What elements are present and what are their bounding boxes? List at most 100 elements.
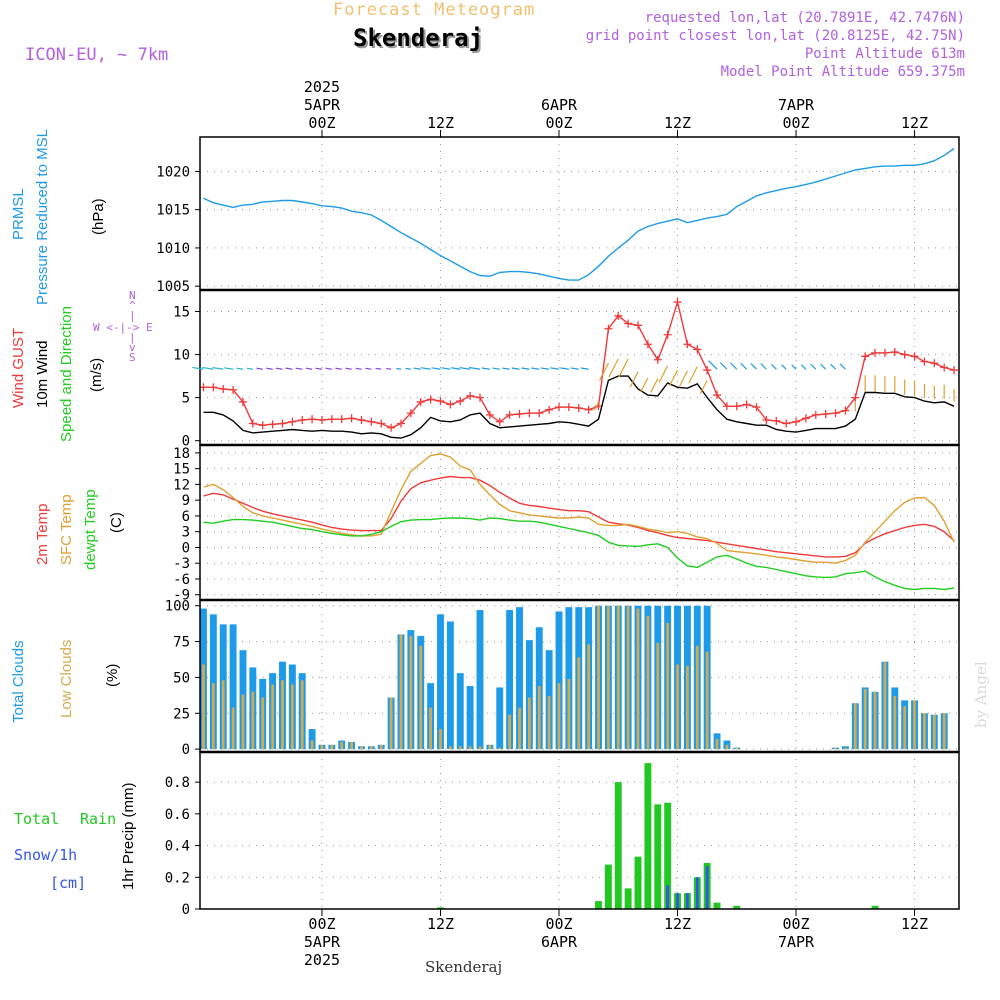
- y-tick-label: 10: [173, 348, 190, 364]
- bar-low-clouds: [211, 683, 215, 750]
- bottom-year-label: 2025: [304, 951, 340, 969]
- bar-low-clouds: [448, 746, 452, 750]
- wind-direction-arrow: [740, 362, 748, 370]
- bar-rain: [437, 907, 444, 909]
- gust-marker: [653, 355, 662, 364]
- bottom-time-label-00z: 00Z: [782, 915, 809, 933]
- bar-rain: [654, 804, 662, 909]
- gust-marker: [584, 405, 593, 414]
- wind-direction-arrow: [192, 366, 204, 370]
- gust-marker: [268, 420, 277, 429]
- wind-direction-arrow: [839, 363, 846, 370]
- bar-rain: [871, 905, 879, 909]
- top-year-label: 2025: [304, 78, 340, 96]
- wind-direction-arrow: [355, 367, 362, 370]
- wind-direction-arrow: [441, 367, 451, 370]
- bar-low-clouds: [518, 707, 521, 750]
- gust-marker: [446, 400, 455, 409]
- bar-total-clouds: [565, 607, 573, 750]
- y-tick-label: 0.8: [165, 775, 190, 791]
- wind-direction-arrow: [345, 367, 352, 370]
- bar-low-clouds: [281, 680, 284, 750]
- y-tick-label: 0: [182, 742, 190, 758]
- wind-direction-arrow: [608, 358, 619, 378]
- bar-low-clouds: [399, 634, 403, 750]
- gust-marker: [920, 357, 929, 366]
- wind-direction-arrow: [450, 367, 461, 370]
- gust-marker: [880, 348, 889, 357]
- bar-rain: [644, 763, 652, 909]
- gust-marker: [564, 403, 573, 412]
- y-tick-label: -6: [173, 572, 190, 588]
- gust-marker: [258, 421, 267, 430]
- wind-direction-arrow: [570, 367, 579, 370]
- series-line-dewpt-temp: [203, 517, 955, 591]
- gust-marker: [347, 414, 356, 423]
- wind-direction-arrow: [750, 363, 757, 370]
- grid-point-coords: grid point closest lon,lat (20.8125E, 42…: [585, 28, 965, 44]
- wind-direction-arrow: [325, 367, 332, 370]
- gust-marker: [278, 419, 287, 428]
- bar-low-clouds: [853, 703, 857, 750]
- panel-frame-1: [199, 136, 960, 291]
- bottom-time-label-12z: 12Z: [427, 915, 454, 933]
- wind-direction-arrow: [386, 367, 392, 370]
- bar-low-clouds: [636, 608, 640, 750]
- wind-direction-arrow: [492, 367, 500, 370]
- y-tick-label: 0.2: [165, 870, 190, 886]
- gust-marker: [851, 393, 860, 402]
- bar-low-clouds: [439, 729, 442, 750]
- bar-snow: [676, 893, 679, 909]
- gust-marker: [317, 416, 326, 425]
- wind-direction-arrow: [285, 367, 293, 370]
- gust-marker: [634, 321, 643, 330]
- bar-low-clouds: [310, 740, 314, 750]
- wind-direction-arrow: [618, 358, 629, 378]
- bar-rain: [733, 905, 741, 909]
- gust-marker: [772, 416, 781, 425]
- bar-low-clouds: [379, 744, 383, 750]
- wind-direction-arrow: [771, 363, 777, 370]
- panel-frame-5: [199, 751, 960, 910]
- bar-snow: [686, 893, 689, 909]
- wind-direction-arrow: [375, 367, 382, 370]
- bar-low-clouds: [942, 713, 946, 750]
- bar-low-clouds: [508, 714, 512, 750]
- wind-direction-arrow: [540, 367, 550, 370]
- wind-direction-arrow: [420, 367, 431, 370]
- panel-frame-2: [199, 289, 960, 446]
- bar-total-clouds: [456, 673, 464, 750]
- wind-direction-arrow: [202, 366, 214, 370]
- y-tick-label: 0: [182, 540, 190, 556]
- gust-marker: [910, 352, 919, 361]
- bar-low-clouds: [369, 746, 373, 750]
- footer-location: Skenderaj: [425, 958, 503, 976]
- bar-rain: [614, 782, 622, 909]
- gust-marker: [416, 397, 425, 406]
- gust-marker: [495, 417, 504, 426]
- bar-low-clouds: [567, 678, 571, 750]
- wind-direction-arrow: [236, 367, 244, 370]
- wind-direction-arrow: [396, 367, 402, 370]
- y-tick-label: 1020: [156, 164, 190, 180]
- y-tick-label: 0.6: [165, 807, 190, 823]
- bar-low-clouds: [537, 686, 541, 750]
- gust-marker: [722, 402, 731, 411]
- bar-low-clouds: [903, 706, 907, 750]
- gust-marker: [574, 403, 583, 412]
- bar-low-clouds: [626, 605, 630, 750]
- wind-direction-arrow: [275, 367, 283, 370]
- gust-marker: [782, 419, 791, 428]
- bar-low-clouds: [468, 746, 472, 750]
- wind-direction-arrow: [405, 367, 411, 370]
- bar-total-clouds: [308, 729, 316, 750]
- wind-direction-arrow: [481, 367, 490, 370]
- gust-marker: [831, 409, 840, 418]
- series-line-sfc-temp: [203, 453, 955, 564]
- bar-low-clouds: [834, 747, 837, 750]
- gust-marker: [396, 419, 405, 428]
- gust-marker: [752, 403, 761, 412]
- wind-direction-arrow: [678, 370, 688, 387]
- wind-direction-arrow: [459, 366, 471, 370]
